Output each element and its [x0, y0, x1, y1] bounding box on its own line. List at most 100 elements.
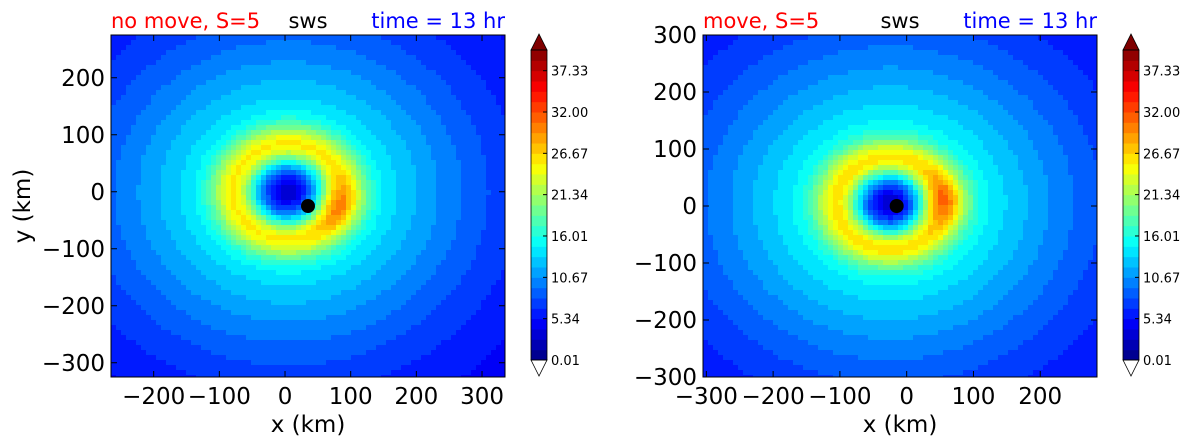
contour-cell: [471, 180, 477, 186]
contour-cell: [296, 195, 302, 201]
contour-cell: [271, 100, 277, 106]
contour-cell: [311, 180, 317, 186]
contour-cell: [366, 150, 372, 156]
contour-cell: [381, 295, 387, 301]
contour-cell: [411, 110, 417, 116]
contour-cell: [241, 120, 247, 126]
contour-cell: [456, 125, 462, 131]
contour-cell: [196, 120, 202, 126]
contour-cell: [396, 95, 402, 101]
contour-cell: [266, 175, 272, 181]
contour-cell: [271, 260, 277, 266]
contour-cell: [321, 325, 327, 331]
contour-cell: [171, 135, 177, 141]
contour-cell: [501, 185, 505, 191]
contour-cell: [396, 110, 402, 116]
contour-cell: [141, 310, 147, 316]
contour-cell: [431, 190, 437, 196]
contour-cell: [266, 255, 272, 261]
contour-cell: [256, 340, 262, 346]
contour-cell: [236, 95, 242, 101]
contour-cell: [226, 290, 232, 296]
contour-cell: [351, 330, 357, 336]
contour-cell: [456, 220, 462, 226]
contour-cell: [301, 315, 307, 321]
contour-cell: [271, 240, 277, 246]
contour-cell: [211, 70, 217, 76]
contour-cell: [191, 145, 197, 151]
contour-cell: [196, 340, 202, 346]
contour-cell: [441, 165, 447, 171]
contour-cell: [456, 70, 462, 76]
contour-cell: [291, 90, 297, 96]
contour-cell: [176, 190, 182, 196]
contour-cell: [116, 145, 122, 151]
contour-cell: [346, 320, 352, 326]
contour-cell: [266, 105, 272, 111]
contour-cell: [496, 80, 502, 86]
contour-cell: [356, 345, 362, 351]
contour-cell: [421, 280, 427, 286]
contour-cell: [316, 55, 322, 61]
contour-cell: [331, 245, 337, 251]
contour-cell: [486, 100, 492, 106]
contour-cell: [271, 165, 277, 171]
contour-cell: [256, 310, 262, 316]
contour-cell: [121, 150, 127, 156]
contour-cell: [276, 325, 282, 331]
contour-cell: [496, 60, 502, 66]
contour-cell: [491, 250, 497, 256]
contour-cell: [136, 340, 142, 346]
contour-cell: [326, 75, 332, 81]
contour-cell: [136, 75, 142, 81]
contour-cell: [121, 115, 127, 121]
contour-cell: [351, 165, 357, 171]
contour-cell: [246, 235, 252, 241]
contour-cell: [401, 275, 407, 281]
contour-cell: [156, 315, 162, 321]
contour-cell: [346, 310, 352, 316]
contour-cell: [286, 70, 292, 76]
contour-cell: [186, 350, 192, 356]
contour-cell: [236, 185, 242, 191]
contour-cell: [406, 165, 412, 171]
contour-cell: [361, 285, 367, 291]
contour-cell: [331, 205, 337, 211]
contour-cell: [441, 95, 447, 101]
contour-cell: [301, 335, 307, 341]
contour-cell: [246, 275, 252, 281]
contour-cell: [251, 320, 257, 326]
contour-cell: [406, 135, 412, 141]
contour-cell: [381, 170, 387, 176]
contour-cell: [361, 330, 367, 336]
contour-cell: [161, 70, 167, 76]
contour-cell: [456, 280, 462, 286]
contour-cell: [501, 295, 505, 301]
contour-cell: [486, 210, 492, 216]
contour-cell: [411, 155, 417, 161]
contour-cell: [211, 190, 217, 196]
contour-cell: [166, 330, 172, 336]
contour-cell: [171, 215, 177, 221]
contour-cell: [471, 280, 477, 286]
contour-cell: [261, 140, 267, 146]
contour-cell: [186, 135, 192, 141]
contour-cell: [466, 75, 472, 81]
contour-cell: [261, 335, 267, 341]
contour-cell: [281, 325, 287, 331]
contour-cell: [401, 35, 407, 41]
contour-cell: [406, 70, 412, 76]
contour-cell: [231, 75, 237, 81]
contour-cell: [326, 330, 332, 336]
contour-cell: [216, 90, 222, 96]
contour-cell: [236, 190, 242, 196]
contour-cell: [156, 235, 162, 241]
contour-cell: [391, 255, 397, 261]
contour-cell: [121, 50, 127, 56]
contour-cell: [231, 220, 237, 226]
contour-cell: [171, 320, 177, 326]
contour-cell: [341, 330, 347, 336]
contour-cell: [111, 200, 117, 206]
contour-cell: [371, 190, 377, 196]
contour-cell: [346, 150, 352, 156]
